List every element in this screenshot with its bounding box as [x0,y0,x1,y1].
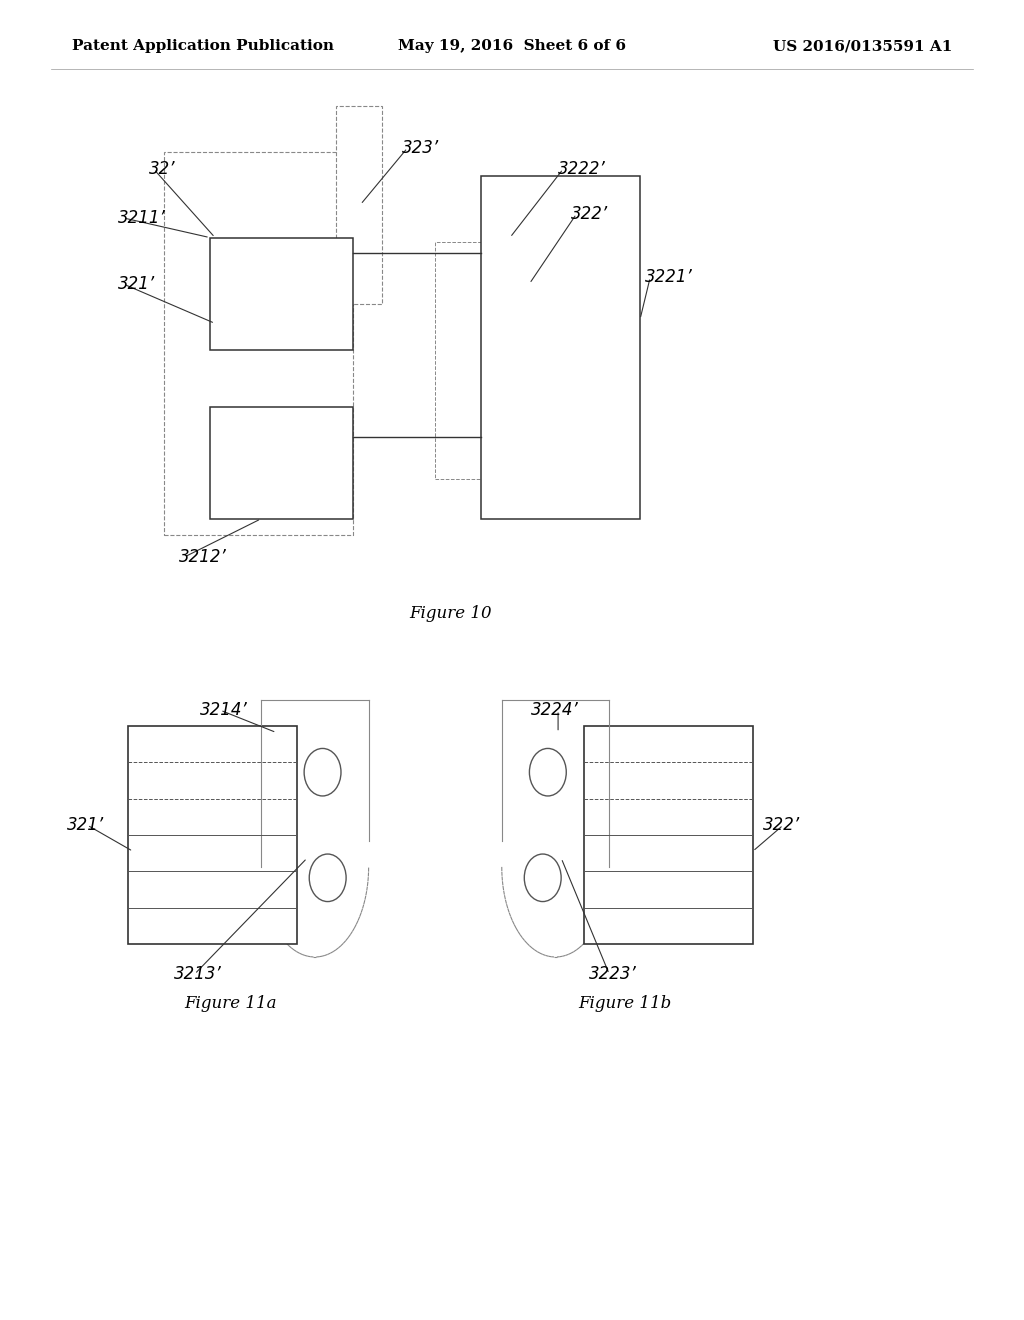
Text: Figure 11a: Figure 11a [184,995,276,1011]
Bar [210,238,353,350]
Text: 32’: 32’ [148,160,175,178]
Text: Figure 10: Figure 10 [410,606,492,622]
Text: 3224’: 3224’ [530,701,579,719]
Text: 3212’: 3212’ [179,548,227,566]
Text: 3223’: 3223’ [589,965,637,983]
Text: 3211’: 3211’ [118,209,166,227]
Text: 3221’: 3221’ [645,268,693,286]
Text: 3213’: 3213’ [174,965,222,983]
Text: 321’: 321’ [118,275,155,293]
Text: 3214’: 3214’ [200,701,248,719]
Circle shape [529,748,566,796]
Text: 3222’: 3222’ [558,160,606,178]
Bar [481,176,640,519]
Text: US 2016/0135591 A1: US 2016/0135591 A1 [773,40,952,53]
Bar [336,106,382,304]
Text: 322’: 322’ [763,816,800,834]
Circle shape [304,748,341,796]
Bar [584,726,753,944]
Text: 322’: 322’ [571,205,608,223]
Bar [435,242,538,479]
Bar [164,152,353,535]
Text: 323’: 323’ [402,139,439,157]
Circle shape [524,854,561,902]
Text: Figure 11b: Figure 11b [578,995,672,1011]
Bar [210,407,353,519]
Bar [128,726,297,944]
Text: Patent Application Publication: Patent Application Publication [72,40,334,53]
Text: May 19, 2016  Sheet 6 of 6: May 19, 2016 Sheet 6 of 6 [398,40,626,53]
Text: 321’: 321’ [67,816,103,834]
Circle shape [309,854,346,902]
